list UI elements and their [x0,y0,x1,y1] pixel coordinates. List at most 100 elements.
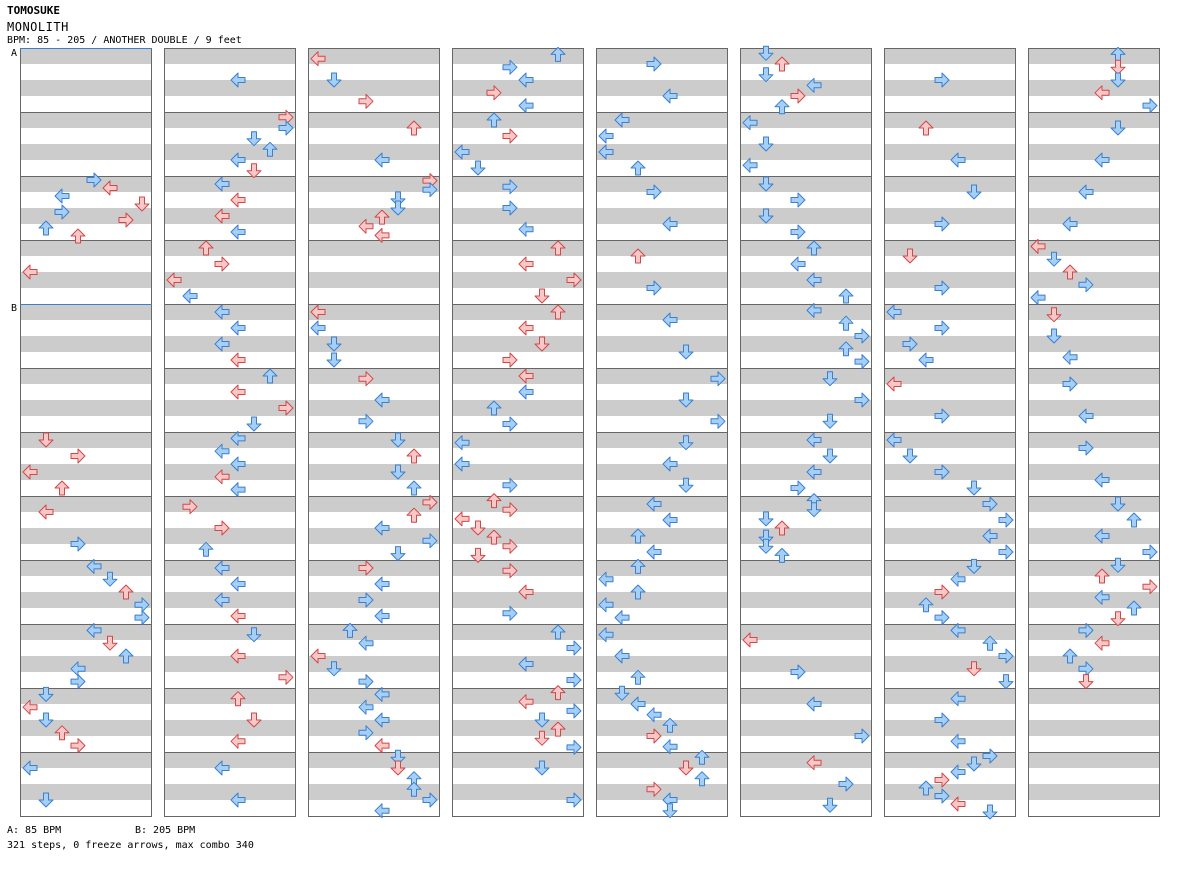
blue-right-arrow-icon [854,354,870,370]
blue-left-arrow-icon [806,696,822,712]
beat-stripe [452,720,584,736]
red-up-arrow-icon [486,493,502,509]
beat-stripe [452,48,584,64]
measure [596,240,728,304]
red-left-arrow-icon [230,384,246,400]
beat-stripe [452,256,584,272]
red-right-arrow-icon [646,728,662,744]
beat-stripe [452,688,584,704]
beat-stripe [596,464,728,480]
beat-stripe [1028,400,1160,416]
measure [884,688,1016,752]
measure [452,176,584,240]
measure [308,240,440,304]
blue-right-arrow-icon [934,216,950,232]
beat-stripe [452,528,584,544]
blue-down-arrow-icon [326,336,342,352]
beat-stripe [596,400,728,416]
column-border [884,48,1016,817]
beat-stripe [884,688,1016,704]
chart-column-6 [740,45,872,817]
blue-left-arrow-icon [806,272,822,288]
beat-stripe [596,96,728,112]
beat-stripe [1028,224,1160,240]
column-border [164,48,296,817]
red-right-arrow-icon [278,400,294,416]
beat-stripe [164,784,296,800]
red-left-arrow-icon [950,796,966,812]
measure [308,112,440,176]
blue-right-arrow-icon [422,533,438,549]
blue-down-arrow-icon [966,756,982,772]
column-border [740,48,872,817]
beat-stripe [884,800,1016,816]
blue-down-arrow-icon [758,208,774,224]
blue-up-arrow-icon [838,341,854,357]
beat-stripe [20,224,152,240]
blue-left-arrow-icon [230,320,246,336]
measure [1028,176,1160,240]
beat-stripe [596,768,728,784]
beat-stripe [308,112,440,128]
beat-stripe [164,384,296,400]
beat-stripe [308,560,440,576]
beat-stripe [596,208,728,224]
beat-stripe [164,624,296,640]
beat-stripe [308,80,440,96]
beat-stripe [884,736,1016,752]
beat-stripe [596,656,728,672]
beat-stripe [1028,736,1160,752]
beat-stripe [452,704,584,720]
beat-stripe [740,320,872,336]
measure [596,112,728,176]
beat-stripe [596,640,728,656]
beat-stripe [452,336,584,352]
blue-down-arrow-icon [326,72,342,88]
beat-stripe [1028,272,1160,288]
beat-stripe [884,768,1016,784]
beat-stripe [164,592,296,608]
beat-stripe [308,576,440,592]
beat-stripe [596,624,728,640]
beat-stripe [884,704,1016,720]
beat-stripe [740,752,872,768]
measure [1028,112,1160,176]
measure [1028,48,1160,112]
red-down-arrow-icon [38,432,54,448]
beat-stripe [596,144,728,160]
red-right-arrow-icon [502,563,518,579]
beat-stripe [1028,96,1160,112]
blue-down-arrow-icon [246,416,262,432]
beat-stripe [1028,528,1160,544]
blue-up-arrow-icon [630,558,646,574]
measure [884,304,1016,368]
blue-left-arrow-icon [454,456,470,472]
blue-right-arrow-icon [502,605,518,621]
measure [596,304,728,368]
beat-stripe [452,288,584,304]
beat-stripe [308,304,440,320]
red-right-arrow-icon [566,272,582,288]
beat-stripe [1028,496,1160,512]
blue-right-arrow-icon [998,648,1014,664]
beat-stripe [20,448,152,464]
beat-stripe [740,800,872,816]
beat-stripe [596,272,728,288]
beat-stripe [164,544,296,560]
beat-stripe [308,48,440,64]
beat-stripe [884,64,1016,80]
red-left-arrow-icon [310,648,326,664]
beat-stripe [164,128,296,144]
beat-stripe [308,416,440,432]
beat-stripe [1028,720,1160,736]
measure [20,240,152,304]
measure [740,368,872,432]
beat-stripe [164,400,296,416]
blue-down-arrow-icon [246,627,262,643]
song-title: MONOLITH [7,20,69,34]
blue-left-arrow-icon [950,764,966,780]
beat-stripe [884,752,1016,768]
beat-stripe [20,336,152,352]
column-border [1028,48,1160,817]
beat-stripe [596,496,728,512]
